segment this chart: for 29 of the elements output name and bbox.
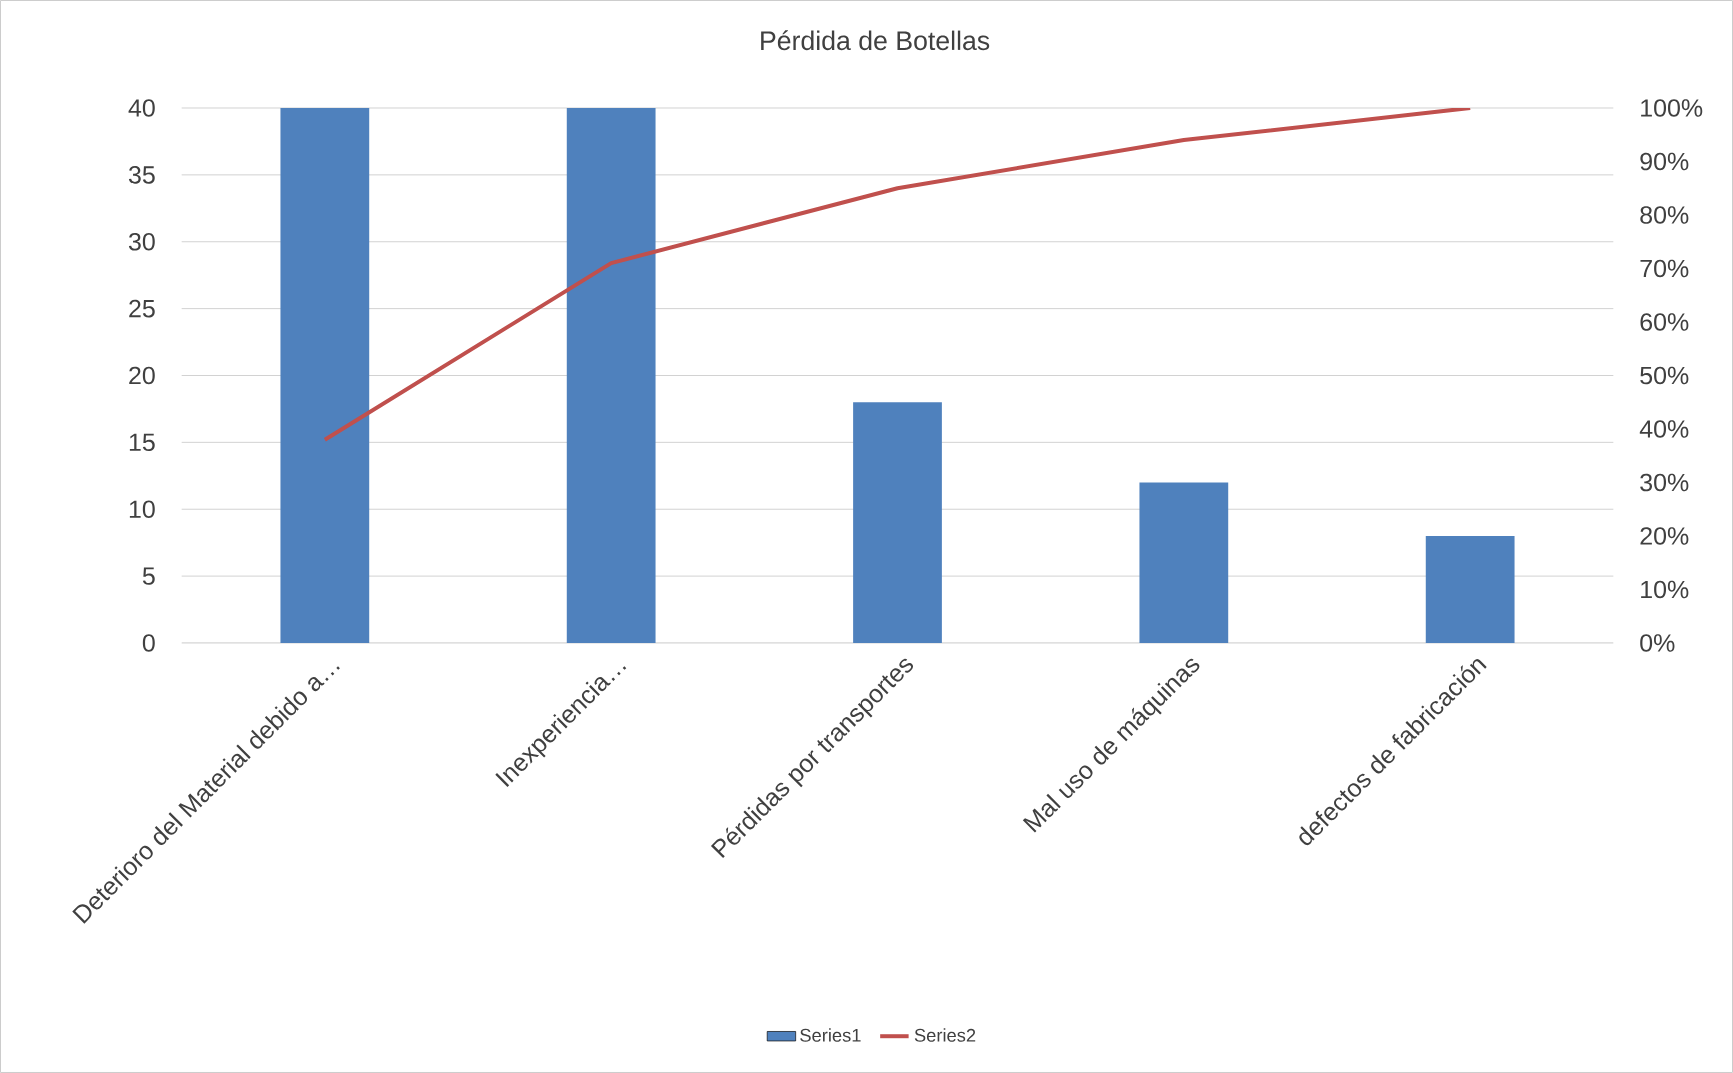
chart-title: Pérdida de Botellas [761,30,990,51]
y-tick-label: 40 [128,99,155,117]
y2-tick-label: 0% [1640,634,1675,652]
y-tick-label: 20 [129,366,155,385]
y2-tick-label: 90% [1640,152,1689,171]
y-tick-label: 35 [128,166,155,184]
bar [853,402,942,643]
y2-tick-label: 80% [1640,206,1689,224]
line-series [322,107,1473,442]
y2-tick-label: 10% [1641,580,1689,599]
bar [1425,535,1515,643]
bar [566,107,656,643]
y2-tick-label: 100% [1641,99,1703,117]
y-tick-label: 5 [142,567,155,585]
y2-tick-label: 30% [1640,473,1689,492]
y-tick-label: 30 [128,232,155,251]
legend-label: Series2 [914,1028,976,1042]
y-tick-label: 25 [129,299,155,318]
bar [280,107,370,643]
y-tick-label: 0 [142,634,155,652]
y2-tick-label: 50% [1640,366,1689,385]
y-tick-label: 10 [129,500,155,519]
y2-tick-label: 70% [1640,259,1689,278]
y2-tick-label: 20% [1640,527,1689,545]
y2-tick-label: 40% [1639,420,1689,438]
y2-tick-label: 60% [1640,313,1689,331]
legend-label: Series1 [800,1028,861,1042]
y-tick-label: 15 [129,433,155,452]
bar [1139,482,1229,643]
